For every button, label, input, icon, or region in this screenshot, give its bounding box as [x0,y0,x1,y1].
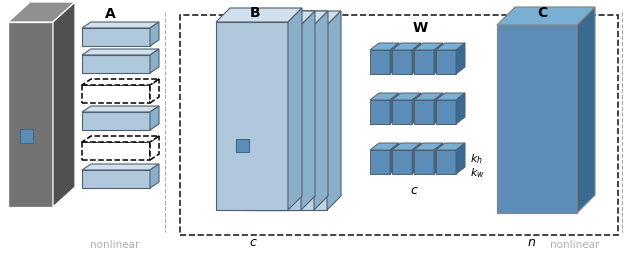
Polygon shape [82,106,159,112]
Polygon shape [434,43,443,74]
Polygon shape [390,143,399,174]
Polygon shape [456,93,465,124]
Text: nonlinear: nonlinear [550,240,600,250]
Polygon shape [82,85,150,103]
Text: $k_h$: $k_h$ [470,153,483,167]
Polygon shape [436,50,456,74]
Text: n: n [527,236,535,249]
Polygon shape [150,106,159,130]
Polygon shape [150,164,159,188]
Polygon shape [370,143,399,150]
Polygon shape [53,2,75,207]
Polygon shape [436,100,456,124]
Polygon shape [390,43,399,74]
Polygon shape [436,43,465,50]
Polygon shape [370,93,399,100]
Polygon shape [414,150,434,174]
Polygon shape [456,143,465,174]
Polygon shape [456,43,465,74]
Polygon shape [288,8,302,210]
Polygon shape [436,143,465,150]
Polygon shape [314,11,328,210]
Bar [236,139,249,152]
Polygon shape [497,7,595,25]
Polygon shape [242,25,314,210]
Polygon shape [229,11,315,25]
Polygon shape [390,93,399,124]
Polygon shape [242,11,328,25]
Polygon shape [327,11,341,210]
Polygon shape [8,22,53,207]
Polygon shape [392,100,412,124]
Polygon shape [82,28,150,46]
Polygon shape [392,150,412,174]
Bar [20,129,33,143]
Polygon shape [370,43,399,50]
Polygon shape [370,100,390,124]
Polygon shape [150,136,159,160]
Text: $k_w$: $k_w$ [470,167,484,181]
Polygon shape [497,25,577,213]
Polygon shape [150,79,159,103]
Bar [180,15,618,235]
Polygon shape [82,79,159,85]
Polygon shape [82,164,159,170]
Polygon shape [82,49,159,55]
Polygon shape [436,93,465,100]
Polygon shape [255,25,327,210]
Polygon shape [370,150,390,174]
Polygon shape [414,100,434,124]
Polygon shape [392,50,412,74]
Text: c: c [250,236,257,249]
Polygon shape [434,93,443,124]
Polygon shape [577,7,595,213]
Text: nonlinear: nonlinear [90,240,140,250]
Polygon shape [82,136,159,142]
Polygon shape [392,93,421,100]
Polygon shape [150,22,159,46]
Polygon shape [414,143,443,150]
Text: c: c [411,183,417,197]
Polygon shape [301,11,315,210]
Polygon shape [414,50,434,74]
Polygon shape [370,50,390,74]
Polygon shape [392,143,421,150]
Polygon shape [229,25,301,210]
Polygon shape [82,112,150,130]
Polygon shape [150,49,159,73]
Polygon shape [82,22,159,28]
Text: B: B [250,6,260,20]
Polygon shape [82,170,150,188]
Polygon shape [412,143,421,174]
Polygon shape [414,93,443,100]
Text: W: W [412,21,428,35]
Polygon shape [434,143,443,174]
Text: A: A [104,7,115,21]
Polygon shape [255,11,341,25]
Polygon shape [82,55,150,73]
Polygon shape [436,150,456,174]
Polygon shape [414,43,443,50]
Polygon shape [412,93,421,124]
Polygon shape [82,142,150,160]
Polygon shape [412,43,421,74]
Polygon shape [216,8,302,22]
Polygon shape [216,22,288,210]
Polygon shape [8,2,75,22]
Text: C: C [537,6,547,20]
Polygon shape [392,43,421,50]
